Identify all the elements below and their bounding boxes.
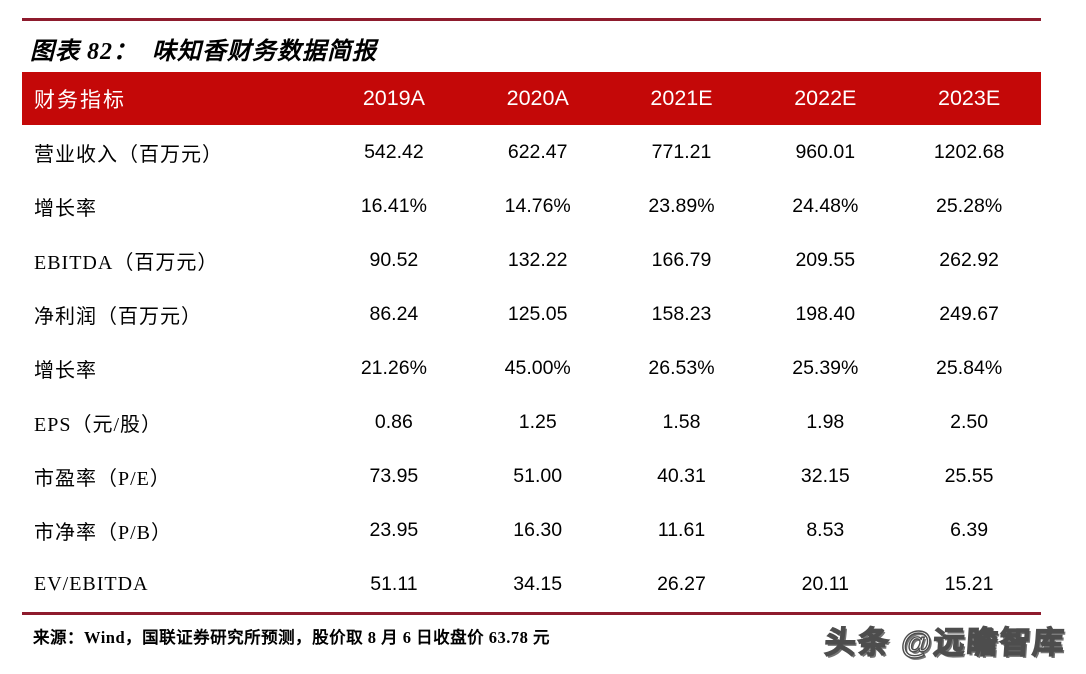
value-cell: 16.30 xyxy=(513,518,563,541)
row-label: EBITDA（百万元） xyxy=(34,251,219,274)
value-cell: 2.50 xyxy=(950,410,989,433)
value-cell: 25.28% xyxy=(936,194,1003,217)
value-cell: 24.48% xyxy=(792,194,859,217)
value-cell: 32.15 xyxy=(800,464,850,487)
value-cell: 166.79 xyxy=(651,248,712,271)
value-cell: 21.26% xyxy=(360,356,427,379)
header-col-2020a: 2020A xyxy=(506,86,569,110)
table-row-pb: 市净率（P/B） 23.95 16.30 11.61 8.53 6.39 xyxy=(22,503,1041,557)
value-cell: 23.89% xyxy=(648,194,715,217)
value-cell: 542.42 xyxy=(364,140,424,163)
value-cell: 45.00% xyxy=(504,356,571,379)
value-cell: 15.21 xyxy=(944,572,994,595)
row-label: 市净率（P/B） xyxy=(34,521,173,544)
value-cell: 90.52 xyxy=(369,248,419,271)
table-header-row: 财务指标 2019A 2020A 2021E 2022E 2023E xyxy=(22,72,1041,125)
value-cell: 25.39% xyxy=(792,356,859,379)
value-cell: 6.39 xyxy=(950,518,989,541)
value-cell: 209.55 xyxy=(795,248,856,271)
value-cell: 25.84% xyxy=(936,356,1003,379)
top-rule-divider xyxy=(22,18,1041,21)
table-row-revenue-growth: 增长率 16.41% 14.76% 23.89% 24.48% 25.28% xyxy=(22,179,1041,233)
watermark-toutiao-yuanzhan: 头条 @远瞻智库 xyxy=(823,624,1068,660)
row-label: 净利润（百万元） xyxy=(34,305,202,328)
table-row-ebitda: EBITDA（百万元） 90.52 132.22 166.79 209.55 2… xyxy=(22,233,1041,287)
value-cell: 16.41% xyxy=(360,194,427,217)
header-col-2019a: 2019A xyxy=(362,86,425,110)
header-col-2022e: 2022E xyxy=(794,86,857,110)
value-cell: 262.92 xyxy=(939,248,999,271)
value-cell: 125.05 xyxy=(507,302,568,325)
table-row-profit-growth: 增长率 21.26% 45.00% 26.53% 25.39% 25.84% xyxy=(22,341,1041,395)
value-cell: 1.58 xyxy=(662,410,701,433)
value-cell: 20.11 xyxy=(801,572,849,595)
value-cell: 86.24 xyxy=(369,302,419,325)
source-note: 来源：Wind，国联证券研究所预测，股价取 8 月 6 日收盘价 63.78 元 xyxy=(33,628,551,647)
value-cell: 14.76% xyxy=(504,194,571,217)
value-cell: 249.67 xyxy=(939,302,999,325)
value-cell: 0.86 xyxy=(374,410,413,433)
row-label: EV/EBITDA xyxy=(34,572,149,595)
value-cell: 73.95 xyxy=(369,464,419,487)
header-col-2021e: 2021E xyxy=(650,86,713,110)
table-row-eps: EPS（元/股） 0.86 1.25 1.58 1.98 2.50 xyxy=(22,395,1041,449)
value-cell: 1.98 xyxy=(806,410,845,433)
value-cell: 25.55 xyxy=(944,464,994,487)
value-cell: 23.95 xyxy=(369,518,419,541)
financial-summary-table: 财务指标 2019A 2020A 2021E 2022E 2023E 营业收入（… xyxy=(22,72,1041,611)
row-label: 营业收入（百万元） xyxy=(34,143,223,166)
value-cell: 8.53 xyxy=(806,518,845,541)
value-cell: 1202.68 xyxy=(933,140,1005,163)
value-cell: 1.25 xyxy=(518,410,557,433)
row-label: 增长率 xyxy=(34,197,97,220)
value-cell: 198.40 xyxy=(795,302,856,325)
header-col-2023e: 2023E xyxy=(938,86,1001,110)
value-cell: 26.53% xyxy=(648,356,715,379)
row-label: 市盈率（P/E） xyxy=(34,467,171,490)
value-cell: 158.23 xyxy=(651,302,712,325)
bottom-rule-divider xyxy=(22,612,1041,615)
value-cell: 34.15 xyxy=(513,572,563,595)
row-label: 增长率 xyxy=(34,359,97,382)
value-cell: 132.22 xyxy=(507,248,568,271)
header-indicator-label: 财务指标 xyxy=(34,87,126,112)
value-cell: 51.11 xyxy=(370,572,418,595)
value-cell: 960.01 xyxy=(795,140,856,163)
table-row-ev-ebitda: EV/EBITDA 51.11 34.15 26.27 20.11 15.21 xyxy=(22,557,1041,611)
table-row-pe: 市盈率（P/E） 73.95 51.00 40.31 32.15 25.55 xyxy=(22,449,1041,503)
value-cell: 11.61 xyxy=(657,518,706,541)
value-cell: 622.47 xyxy=(507,140,568,163)
value-cell: 771.21 xyxy=(651,140,712,163)
row-label: EPS（元/股） xyxy=(34,413,163,436)
figure-title: 图表 82： 味知香财务数据简报 xyxy=(30,39,377,65)
table-row-revenue: 营业收入（百万元） 542.42 622.47 771.21 960.01 12… xyxy=(22,125,1041,179)
table-row-net-profit: 净利润（百万元） 86.24 125.05 158.23 198.40 249.… xyxy=(22,287,1041,341)
value-cell: 26.27 xyxy=(657,572,706,595)
value-cell: 51.00 xyxy=(513,464,563,487)
value-cell: 40.31 xyxy=(657,464,706,487)
